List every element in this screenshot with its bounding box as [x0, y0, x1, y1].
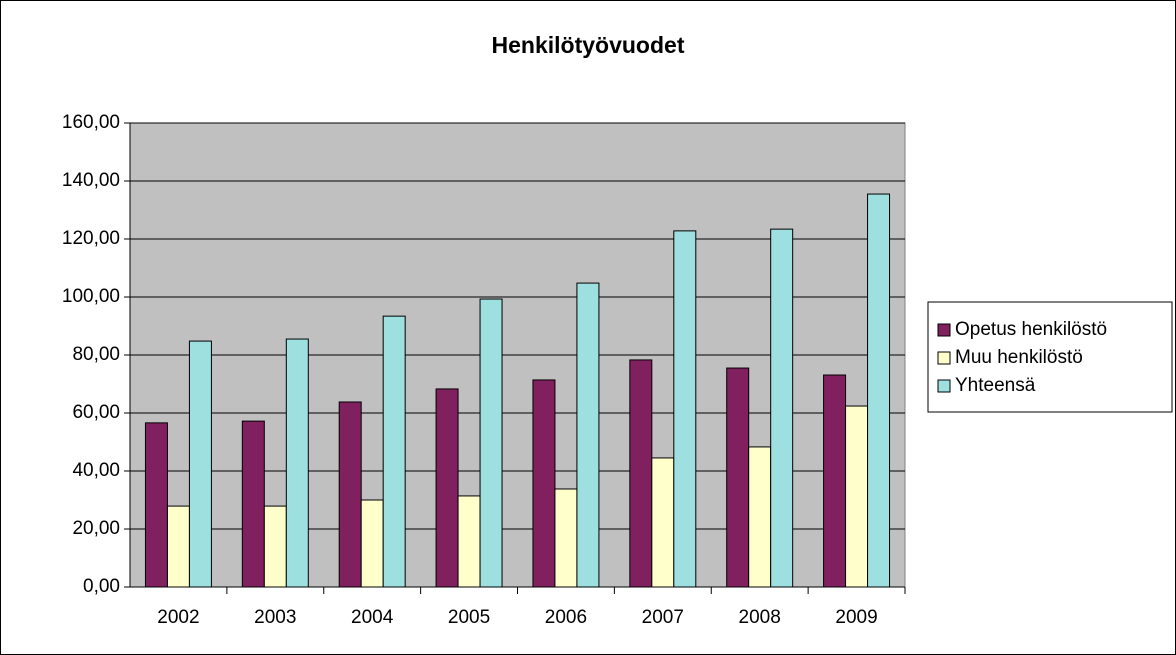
x-tick-label: 2009 [835, 607, 877, 628]
bar [263, 505, 287, 588]
bar [285, 338, 309, 588]
bar [576, 282, 600, 588]
y-tick-label: 40,00 [72, 460, 120, 481]
bar [188, 340, 212, 588]
legend-swatch [937, 379, 951, 393]
bar [673, 230, 697, 588]
y-tick-label: 80,00 [72, 344, 120, 365]
bar [382, 315, 406, 588]
bar [770, 228, 794, 588]
x-tick-label: 2005 [448, 607, 490, 628]
y-tick-label: 100,00 [62, 286, 120, 307]
x-tick-label: 2002 [157, 607, 199, 628]
y-tick-label: 60,00 [72, 402, 120, 423]
bar [651, 457, 675, 588]
bar [435, 388, 459, 588]
bar [360, 499, 384, 588]
chart-title: Henkilötyövuodet [492, 32, 685, 58]
y-tick-label: 140,00 [62, 170, 120, 191]
bar [338, 401, 362, 588]
bar [554, 488, 578, 588]
bar [144, 422, 168, 588]
legend-swatch [937, 351, 951, 365]
y-tick-label: 0,00 [83, 576, 120, 597]
bar [629, 359, 653, 588]
x-tick-label: 2008 [739, 607, 781, 628]
x-tick-label: 2006 [545, 607, 587, 628]
x-tick-label: 2004 [351, 607, 394, 628]
y-tick-label: 120,00 [62, 228, 120, 249]
bar [867, 193, 891, 588]
bar [479, 298, 503, 588]
x-tick-label: 2007 [642, 607, 684, 628]
x-tick-label: 2003 [254, 607, 296, 628]
bar [726, 367, 750, 588]
bar [532, 379, 556, 588]
bar [166, 505, 190, 588]
y-tick-label: 20,00 [72, 518, 120, 539]
bar [457, 495, 481, 588]
legend-label: Yhteensä [955, 375, 1036, 396]
bar [241, 420, 265, 588]
legend-swatch [937, 323, 951, 337]
bar [823, 374, 847, 588]
bar [748, 446, 772, 588]
legend-label: Muu henkilöstö [955, 347, 1083, 368]
bar [845, 405, 869, 588]
legend-box [927, 301, 1173, 413]
y-tick-label: 160,00 [62, 112, 120, 133]
legend-label: Opetus henkilöstö [955, 319, 1107, 340]
